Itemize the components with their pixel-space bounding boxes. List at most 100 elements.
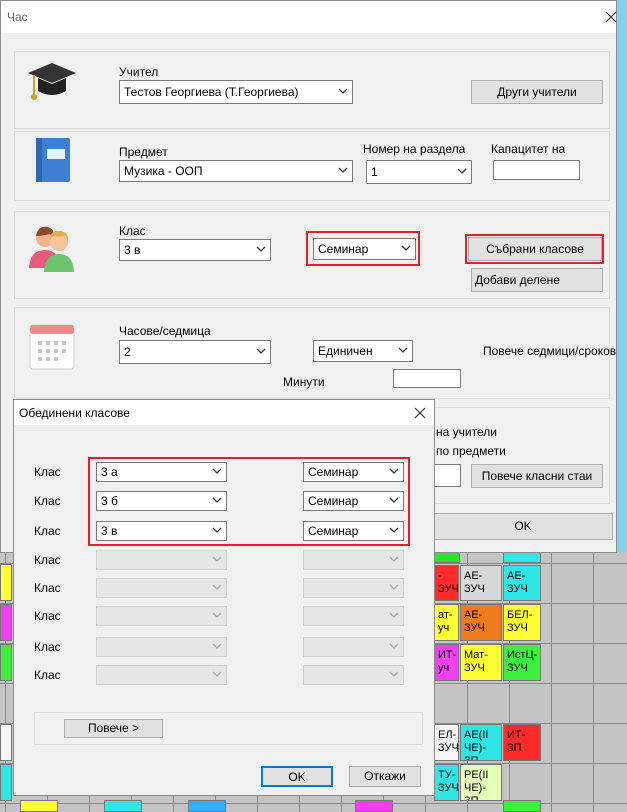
value: 1 <box>371 165 378 179</box>
type-dropdown[interactable]: Семинар <box>303 462 404 482</box>
class-dropdown[interactable] <box>96 606 227 626</box>
class-dropdown[interactable] <box>96 550 227 570</box>
type-dropdown[interactable] <box>303 637 404 657</box>
label: Часове/седмица <box>119 324 211 338</box>
class-panel: Клас 3 в Семинар Събрани класове Добави … <box>14 211 610 299</box>
cell: PE(II ЧЕ)- ЗП <box>460 764 502 801</box>
mode-dropdown[interactable]: Единичен <box>313 340 413 362</box>
rooms-input[interactable] <box>433 464 461 487</box>
cell: ИТ- ЗП <box>503 724 541 761</box>
label: по предмети <box>436 444 506 458</box>
cell <box>0 724 12 761</box>
cell: АЕ- ЗУЧ <box>503 565 541 601</box>
type-dropdown[interactable] <box>303 665 404 685</box>
cell: ИстЦ- ЗУЧ <box>503 644 541 681</box>
chevron <box>389 497 399 503</box>
chevron <box>212 612 222 618</box>
value: 3 а <box>101 465 118 479</box>
hours-dropdown[interactable]: 2 <box>119 340 271 364</box>
type-dropdown[interactable] <box>303 578 404 598</box>
type-dropdown[interactable]: Семинар <box>303 521 404 541</box>
teacher-panel: Учител Тестов Георгиева (Т.Георгиева) Др… <box>14 51 610 129</box>
ok-button[interactable]: OK <box>433 513 613 540</box>
chevron <box>389 556 399 562</box>
cell: ТУ- ЗУЧ <box>434 764 459 801</box>
type-dropdown[interactable] <box>303 606 404 626</box>
title-bar: Час <box>1 1 618 33</box>
label: Клас <box>119 224 146 238</box>
label: Повече седмици/сроков <box>483 344 617 358</box>
chevron <box>389 643 399 649</box>
label: Клас <box>34 465 61 479</box>
chevron <box>256 348 266 354</box>
merged-dialog: Обединени класове Повече > OK Откажи Кла… <box>13 399 435 796</box>
capacity-input[interactable] <box>493 160 580 180</box>
chevron <box>457 168 467 174</box>
cell: ИТ- уч <box>434 644 459 681</box>
teacher-dropdown[interactable]: Тестов Георгиева (Т.Георгиева) <box>119 80 353 104</box>
class-dropdown[interactable]: 3 в <box>119 239 271 261</box>
value: Музика - ООП <box>124 164 203 178</box>
value: 3 в <box>124 243 141 257</box>
cell: АЕ- ЗУЧ <box>460 604 502 641</box>
chevron <box>256 246 266 252</box>
chevron <box>212 584 222 590</box>
subject-dropdown[interactable]: Музика - ООП <box>119 160 353 182</box>
cell <box>0 644 12 681</box>
type-dropdown[interactable]: Семинар <box>303 491 404 511</box>
label: Номер на раздела <box>363 142 466 156</box>
cell: АЕ(II ЧЕ)- ЗП <box>460 724 502 761</box>
close-button[interactable] <box>413 406 427 420</box>
hours-panel: Часове/седмица 2 Единичен Повече седмици… <box>14 307 616 399</box>
type-dropdown[interactable] <box>303 550 404 570</box>
teacher-icon <box>28 63 76 100</box>
chevron <box>338 167 348 173</box>
main-dialog: Час Учител Тестов Георгиева (Т.Георгиева… <box>0 0 617 553</box>
class-dropdown[interactable]: 3 в <box>96 521 227 541</box>
class-dropdown[interactable]: 3 а <box>96 462 227 482</box>
cell: - ЗУЧ <box>434 565 459 601</box>
close-button[interactable] <box>604 10 618 24</box>
label: на учители <box>436 425 497 439</box>
class-icon <box>29 226 74 272</box>
chevron <box>212 468 222 474</box>
chevron <box>398 347 408 353</box>
label: Клас <box>34 609 61 623</box>
group-box <box>34 712 423 745</box>
cell: АЕ- ЗУЧ <box>460 565 502 601</box>
class-dropdown[interactable] <box>96 637 227 657</box>
class-dropdown[interactable] <box>96 578 227 598</box>
label: Минути <box>283 375 325 389</box>
cancel-button[interactable]: Откажи <box>349 766 421 787</box>
chevron <box>212 527 222 533</box>
cell <box>0 564 12 601</box>
label: Капацитет на <box>491 142 566 156</box>
value: 3 б <box>101 494 118 508</box>
minutes-input[interactable] <box>393 369 461 388</box>
type-dropdown[interactable]: Семинар <box>313 238 416 260</box>
cell <box>20 800 58 812</box>
button[interactable]: Други учители <box>471 80 603 104</box>
label: Клас <box>34 581 61 595</box>
title-bar: Обединени класове <box>14 400 434 425</box>
cell <box>188 800 226 812</box>
button[interactable]: Повече класни стаи <box>471 464 603 488</box>
subject-icon <box>36 138 70 182</box>
cell <box>0 764 12 801</box>
class-dropdown[interactable]: 3 б <box>96 491 227 511</box>
chevron <box>389 468 399 474</box>
value: Семинар <box>318 242 369 256</box>
dialog-title: Обединени класове <box>19 406 130 420</box>
chevron <box>389 527 399 533</box>
value: Семинар <box>308 524 359 538</box>
class-dropdown[interactable] <box>96 665 227 685</box>
ok-button[interactable]: OK <box>261 766 333 787</box>
section-dropdown[interactable]: 1 <box>366 160 472 184</box>
button[interactable]: Добави делене <box>471 268 603 292</box>
button[interactable]: Събрани класове <box>468 237 602 261</box>
subject-panel: Предмет Музика - ООП Номер на раздела 1 … <box>14 131 610 201</box>
calendar-icon <box>29 324 75 370</box>
more-button[interactable]: Повече > <box>64 719 163 738</box>
